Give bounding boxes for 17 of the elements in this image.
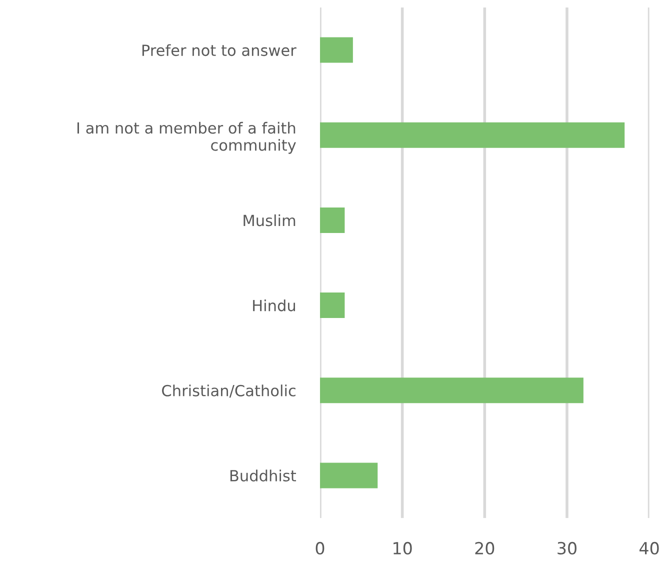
- bar: [320, 37, 353, 63]
- y-tick-label: Buddhist: [230, 470, 296, 482]
- x-tick-label: 10: [394, 542, 412, 555]
- x-tick-label: 0: [316, 542, 324, 555]
- x-tick-label: 40: [640, 542, 659, 555]
- y-tick-label: I am not a member of a faith community: [77, 122, 296, 154]
- bar: [320, 292, 345, 318]
- y-tick-label: Prefer not to answer: [142, 44, 296, 56]
- bar: [320, 122, 625, 148]
- bar: [320, 462, 378, 488]
- y-tick-label: Christian/Catholic: [162, 384, 296, 398]
- y-tick-label: Muslim: [244, 214, 296, 226]
- y-tick-label: Hindu: [253, 299, 295, 312]
- bar: [320, 378, 584, 404]
- x-tick-label: 30: [558, 542, 576, 555]
- x-tick-label: 20: [475, 542, 494, 555]
- bar: [320, 207, 345, 233]
